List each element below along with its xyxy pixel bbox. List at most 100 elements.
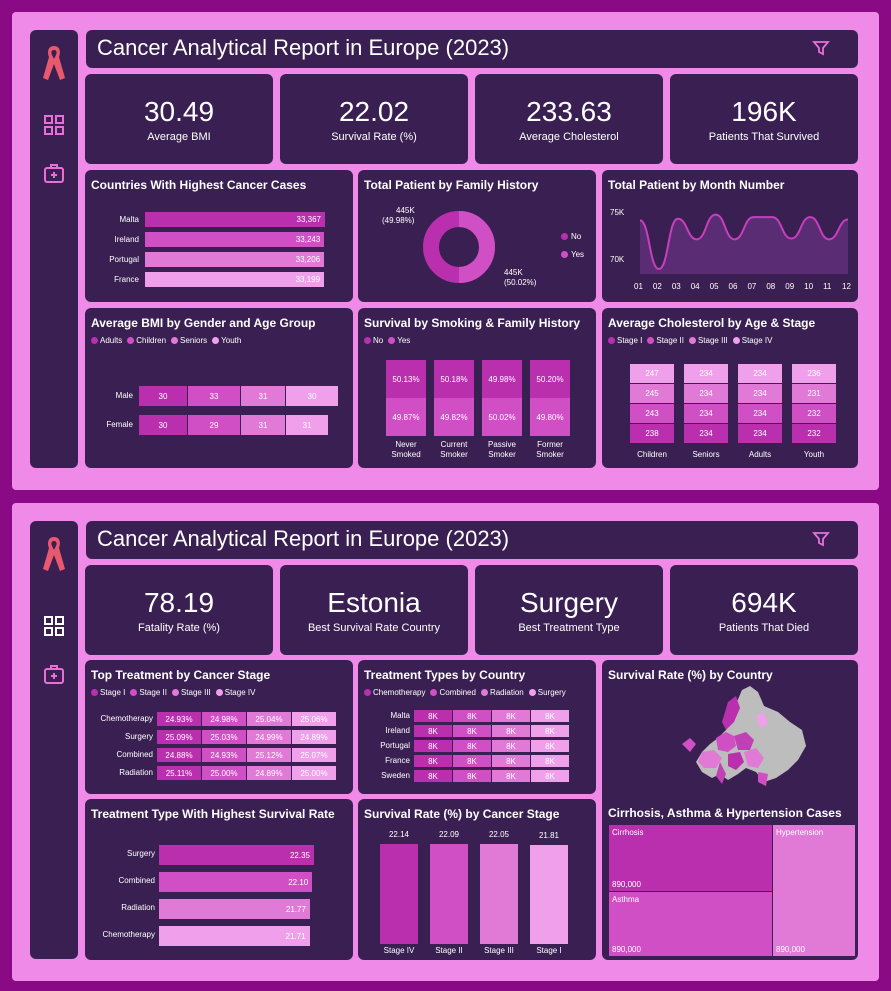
treemap-cell-cirrhosis[interactable]: Cirrhosis 890,000 xyxy=(609,825,772,891)
stacked-segment[interactable]: 234 xyxy=(738,404,782,423)
stacked-segment[interactable]: 50.18% xyxy=(434,360,474,398)
stacked-segment[interactable]: 8K xyxy=(414,725,452,737)
stacked-segment[interactable]: 25.03% xyxy=(202,730,246,744)
stacked-segment[interactable]: 236 xyxy=(792,364,836,383)
stacked-segment[interactable]: 25.04% xyxy=(247,712,291,726)
bar[interactable] xyxy=(430,844,468,944)
stacked-segment[interactable]: 30 xyxy=(286,386,338,406)
stacked-segment[interactable]: 238 xyxy=(630,424,674,443)
stacked-segment[interactable]: 25.07% xyxy=(292,748,336,762)
stacked-segment[interactable]: 8K xyxy=(453,710,491,722)
stacked-segment[interactable]: 25.12% xyxy=(247,748,291,762)
stacked-segment[interactable]: 8K xyxy=(414,740,452,752)
stacked-segment[interactable]: 247 xyxy=(630,364,674,383)
stacked-segment[interactable]: 231 xyxy=(792,384,836,403)
bar[interactable]: 21.77 xyxy=(159,899,310,919)
bar[interactable]: 22.10 xyxy=(159,872,313,892)
stacked-segment[interactable]: 8K xyxy=(453,725,491,737)
stacked-segment[interactable]: 8K xyxy=(531,770,569,782)
category-label: Stage I xyxy=(536,946,562,955)
y-tick: 70K xyxy=(610,255,625,264)
stacked-segment[interactable]: 232 xyxy=(792,424,836,443)
stacked-segment[interactable]: 24.88% xyxy=(157,748,201,762)
stacked-segment[interactable]: 25.00% xyxy=(292,766,336,780)
chart-title: Total Patient by Family History xyxy=(364,178,539,192)
stacked-segment[interactable]: 8K xyxy=(453,770,491,782)
series-line[interactable] xyxy=(639,213,849,271)
treemap-cell-hypertension[interactable]: Hypertension 890,000 xyxy=(773,825,855,956)
stacked-segment[interactable]: 25.00% xyxy=(202,766,246,780)
stacked-segment[interactable]: 8K xyxy=(492,740,530,752)
stacked-segment[interactable]: 49.82% xyxy=(434,398,474,436)
stacked-segment[interactable]: 24.93% xyxy=(202,748,246,762)
stacked-segment[interactable]: 8K xyxy=(492,725,530,737)
stacked-segment[interactable]: 24.98% xyxy=(202,712,246,726)
stacked-segment[interactable]: 245 xyxy=(630,384,674,403)
stacked-segment[interactable]: 243 xyxy=(630,404,674,423)
dashboard-page-2: Cancer Analytical Report in Europe (2023… xyxy=(12,503,879,981)
stacked-segment[interactable]: 8K xyxy=(531,725,569,737)
chart-title: Total Patient by Month Number xyxy=(608,178,785,192)
stacked-segment[interactable]: 50.20% xyxy=(530,360,570,398)
stacked-segment[interactable]: 234 xyxy=(684,384,728,403)
stacked-segment[interactable]: 234 xyxy=(684,404,728,423)
stacked-segment[interactable]: 234 xyxy=(684,424,728,443)
stacked-segment[interactable]: 234 xyxy=(738,384,782,403)
stacked-segment[interactable]: 24.93% xyxy=(157,712,201,726)
bar[interactable]: 33,206 xyxy=(145,252,325,267)
stacked-segment[interactable]: 49.98% xyxy=(482,360,522,398)
stacked-segment[interactable]: 8K xyxy=(453,740,491,752)
stacked-segment[interactable]: 30 xyxy=(139,386,187,406)
chart-title: Countries With Highest Cancer Cases xyxy=(91,178,307,192)
bar[interactable]: 33,199 xyxy=(145,272,325,287)
stacked-segment[interactable]: 8K xyxy=(492,710,530,722)
stacked-segment[interactable]: 8K xyxy=(492,755,530,767)
stacked-segment[interactable]: 234 xyxy=(738,364,782,383)
stacked-segment[interactable]: 232 xyxy=(792,404,836,423)
stacked-segment[interactable]: 24.99% xyxy=(247,730,291,744)
europe-map[interactable] xyxy=(672,682,812,792)
stacked-segment[interactable]: 8K xyxy=(414,710,452,722)
stacked-segment[interactable]: 8K xyxy=(453,755,491,767)
stacked-segment[interactable]: 30 xyxy=(139,415,187,435)
stacked-segment[interactable]: 8K xyxy=(492,770,530,782)
stacked-segment[interactable]: 50.13% xyxy=(386,360,426,398)
bar[interactable] xyxy=(480,844,518,944)
stacked-segment[interactable]: 31 xyxy=(286,415,328,435)
filter-icon[interactable] xyxy=(812,39,830,57)
bar[interactable]: 33,243 xyxy=(145,232,325,247)
bar[interactable]: 33,367 xyxy=(145,212,325,227)
stacked-segment[interactable]: 234 xyxy=(684,364,728,383)
grid-icon[interactable] xyxy=(43,615,65,637)
bar[interactable]: 22.35 xyxy=(159,845,314,865)
treemap-cell-asthma[interactable]: Asthma 890,000 xyxy=(609,892,772,956)
stacked-segment[interactable]: 8K xyxy=(531,740,569,752)
grid-icon[interactable] xyxy=(43,114,65,136)
stacked-segment[interactable]: 29 xyxy=(188,415,240,435)
donut-slice-yes[interactable] xyxy=(458,211,495,283)
stacked-segment[interactable]: 24.89% xyxy=(247,766,291,780)
bar[interactable] xyxy=(530,845,568,944)
stacked-segment[interactable]: 49.87% xyxy=(386,398,426,436)
stacked-segment[interactable]: 25.11% xyxy=(157,766,201,780)
filter-icon[interactable] xyxy=(812,530,830,548)
stacked-segment[interactable]: 234 xyxy=(738,424,782,443)
stacked-segment[interactable]: 24.89% xyxy=(292,730,336,744)
stacked-segment[interactable]: 25.06% xyxy=(292,712,336,726)
legend-item: Radiation xyxy=(480,688,524,697)
stacked-segment[interactable]: 8K xyxy=(531,710,569,722)
stacked-segment[interactable]: 8K xyxy=(414,770,452,782)
stacked-segment[interactable]: 31 xyxy=(241,415,285,435)
stacked-segment[interactable]: 8K xyxy=(531,755,569,767)
bar[interactable] xyxy=(380,844,418,944)
countries-highest-cases-chart: Countries With Highest Cancer Cases Malt… xyxy=(85,170,353,302)
medical-kit-icon[interactable] xyxy=(43,162,65,184)
stacked-segment[interactable]: 49.80% xyxy=(530,398,570,436)
medical-kit-icon[interactable] xyxy=(43,663,65,685)
stacked-segment[interactable]: 33 xyxy=(188,386,240,406)
bar[interactable]: 21.71 xyxy=(159,926,310,946)
stacked-segment[interactable]: 50.02% xyxy=(482,398,522,436)
stacked-segment[interactable]: 25.09% xyxy=(157,730,201,744)
stacked-segment[interactable]: 8K xyxy=(414,755,452,767)
stacked-segment[interactable]: 31 xyxy=(241,386,285,406)
